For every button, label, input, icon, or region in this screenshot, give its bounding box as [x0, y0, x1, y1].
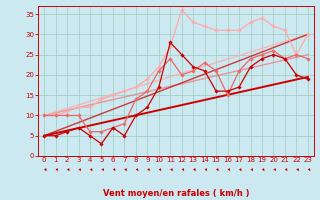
- Text: Vent moyen/en rafales ( km/h ): Vent moyen/en rafales ( km/h ): [103, 189, 249, 198]
